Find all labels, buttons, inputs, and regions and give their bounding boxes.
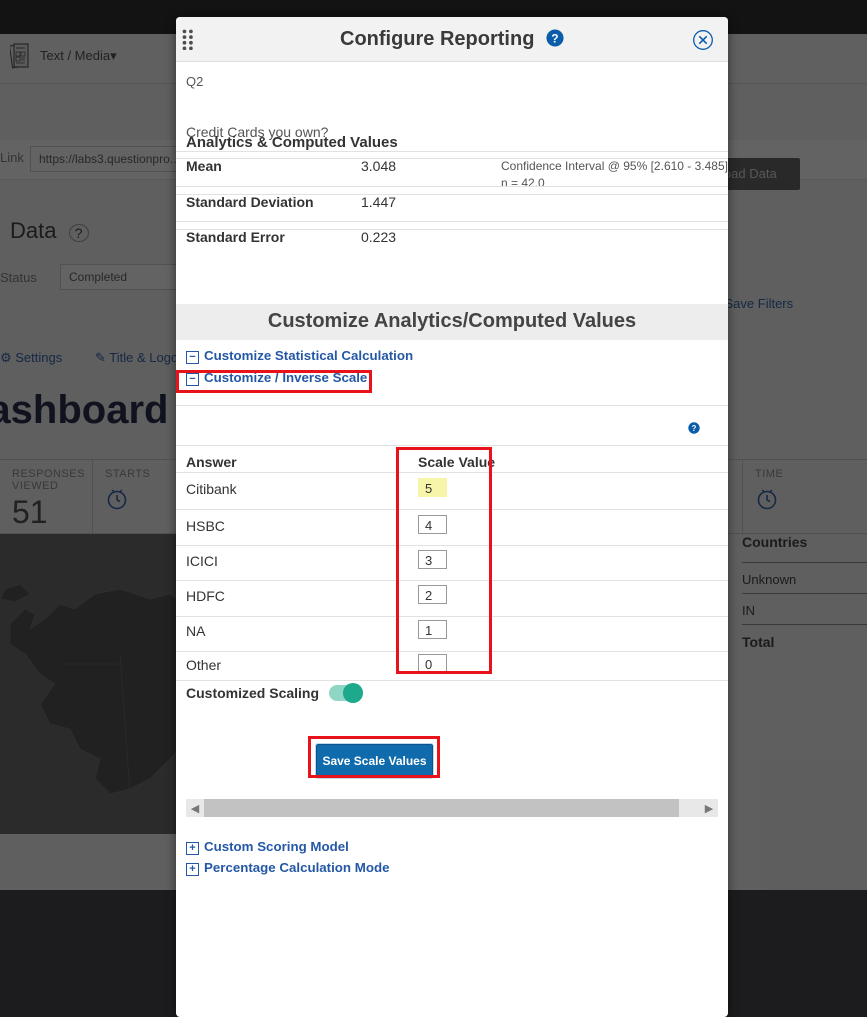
svg-text:?: ?: [551, 33, 558, 46]
svg-text:?: ?: [692, 424, 697, 433]
